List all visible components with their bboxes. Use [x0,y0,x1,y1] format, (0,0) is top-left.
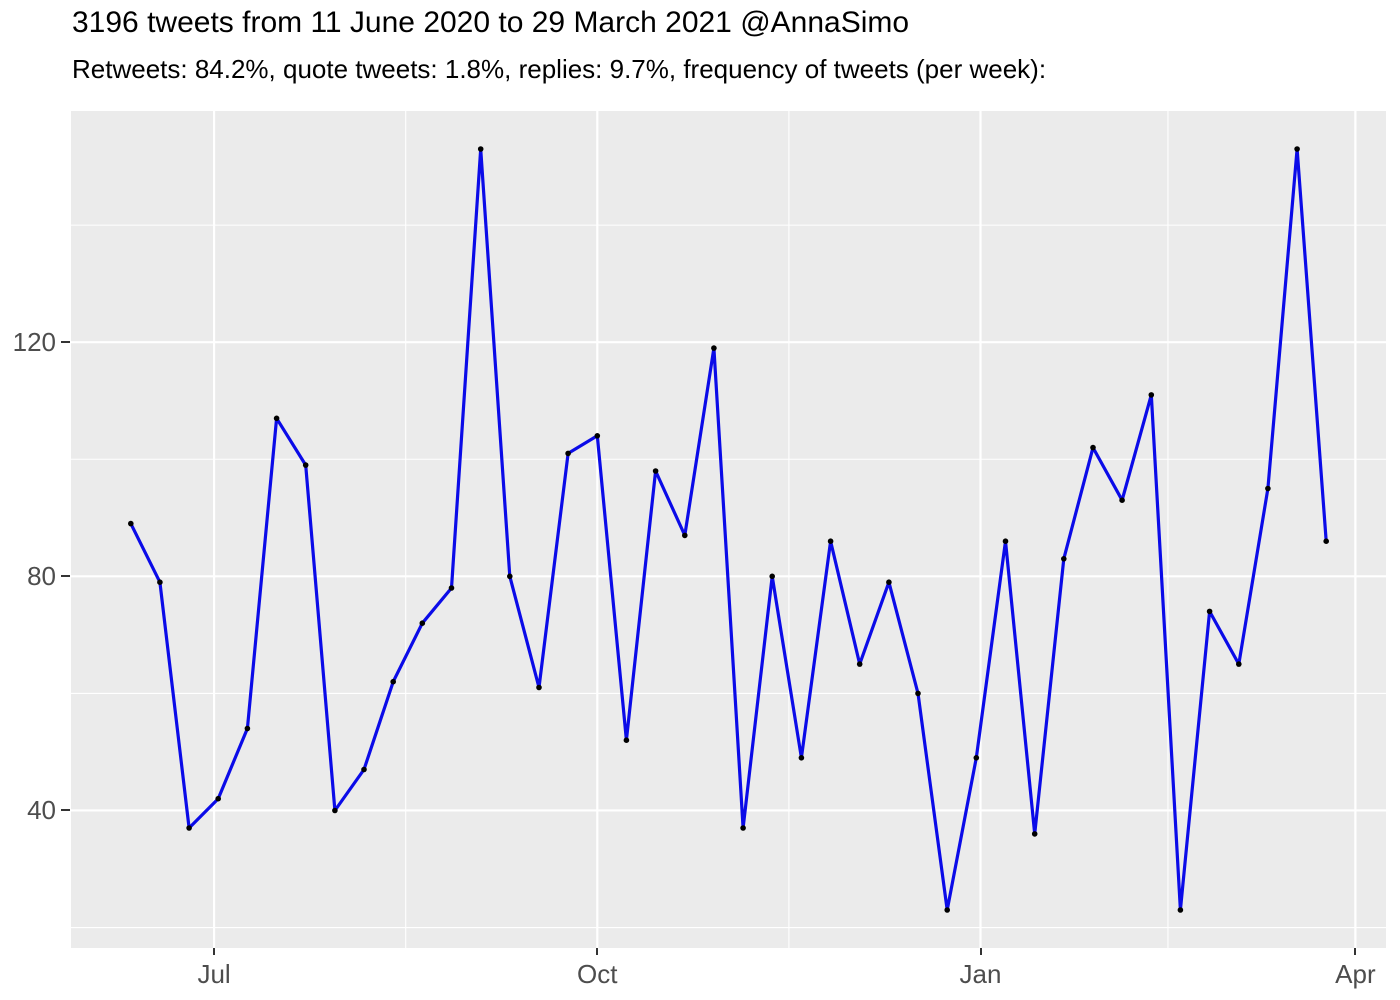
data-point [448,585,455,591]
data-point [1177,907,1184,913]
data-point [273,415,280,422]
plot-panel [71,111,1386,948]
data-point [915,690,921,697]
data-point [682,532,688,539]
x-axis-label: Oct [577,959,618,989]
y-axis-label: 40 [27,795,56,826]
data-point [1031,831,1038,837]
data-point [1061,556,1067,562]
chart-title: 3196 tweets from 11 June 2020 to 29 Marc… [72,6,910,39]
data-point [594,433,601,439]
data-point [332,807,338,814]
data-point [507,573,513,580]
data-point [1323,538,1329,544]
data-point [565,450,571,457]
data-point [186,825,192,831]
y-axis-tick [61,575,70,578]
y-axis-label: 120 [12,327,56,358]
data-point [128,520,134,527]
x-axis-label: Jan [959,959,1002,989]
x-axis-label: Jul [197,959,231,989]
data-point [361,766,367,773]
chart-subtitle: Retweets: 84.2%, quote tweets: 1.8%, rep… [72,54,1047,84]
x-axis-tick [596,948,599,955]
data-point [827,538,834,544]
data-point [1090,444,1096,451]
x-axis-tick [213,948,216,955]
y-axis-label: 80 [27,561,56,592]
y-axis-tick [61,809,70,812]
data-point [419,620,426,626]
data-point [1236,661,1242,667]
data-point [652,468,659,474]
data-point [856,661,863,667]
data-point [477,146,484,152]
data-point [798,755,805,761]
data-point [215,795,221,802]
data-point [740,825,746,831]
frequency-line [129,147,1328,912]
data-point [1002,538,1009,544]
data-point [157,579,163,585]
data-point [769,573,775,580]
data-point [1294,146,1300,152]
data-point [244,725,251,732]
x-axis-label: Apr [1335,959,1376,989]
y-axis-tick [61,341,70,344]
data-point [302,462,309,468]
line-chart-svg [71,111,1386,948]
data-point [886,579,892,585]
data-point [944,907,950,913]
data-point [390,678,397,685]
data-point [1265,485,1271,492]
data-point [623,737,630,743]
data-point [1119,497,1125,504]
data-point [1148,392,1155,398]
x-axis-tick [1354,948,1357,955]
data-point [711,345,717,351]
data-point [536,684,542,691]
x-axis-tick [979,948,982,955]
data-point [973,755,980,761]
data-point [1206,608,1213,615]
